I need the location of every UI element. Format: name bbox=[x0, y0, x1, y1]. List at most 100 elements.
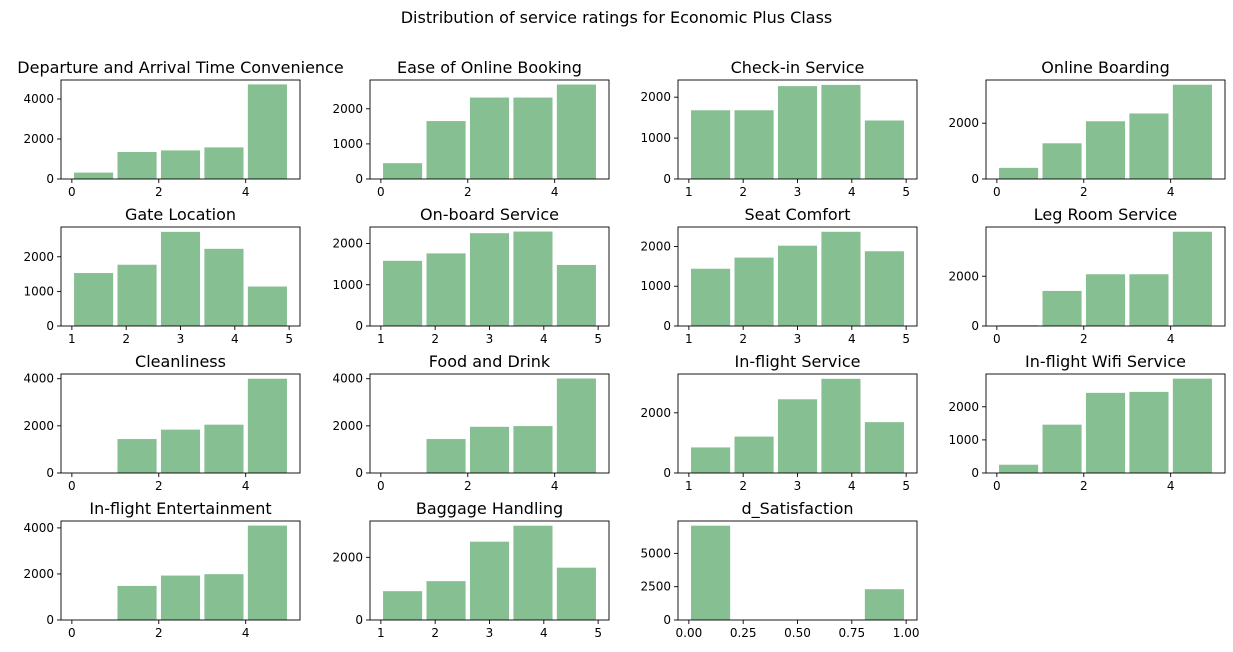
subplot-5: On-board Service 1 2 3 4 5 0 1000 2000 bbox=[332, 205, 610, 346]
x-tick-label: 2 bbox=[1080, 185, 1088, 199]
bar bbox=[556, 84, 596, 179]
bar bbox=[1085, 121, 1126, 179]
x-tick-label: 4 bbox=[1167, 479, 1175, 493]
axes-frame bbox=[60, 79, 301, 180]
x-tick-label: 0.50 bbox=[784, 626, 811, 640]
bar bbox=[74, 273, 114, 326]
bar bbox=[777, 245, 818, 326]
bar bbox=[513, 525, 553, 620]
bar bbox=[821, 378, 861, 473]
x-tick-label: 4 bbox=[242, 479, 250, 493]
x-tick-label: 1 bbox=[377, 332, 385, 346]
x-tick-label: 0 bbox=[377, 479, 385, 493]
subplot-title: d_Satisfaction bbox=[741, 499, 853, 519]
subplot-title: Departure and Arrival Time Convenience bbox=[17, 58, 343, 77]
y-tick-label: 4000 bbox=[23, 521, 54, 535]
subplot-title: Cleanliness bbox=[135, 352, 226, 371]
y-tick-label: 2500 bbox=[640, 580, 671, 594]
subplot-title: Food and Drink bbox=[429, 352, 551, 371]
bar bbox=[556, 567, 596, 620]
bar bbox=[469, 97, 510, 179]
y-tick-label: 0 bbox=[971, 466, 979, 480]
x-tick-label: 4 bbox=[1167, 185, 1175, 199]
x-tick-label: 0.25 bbox=[730, 626, 757, 640]
y-tick-label: 4000 bbox=[23, 372, 54, 386]
x-tick-label: 2 bbox=[739, 332, 747, 346]
subplot-0: Departure and Arrival Time Convenience 0 2… bbox=[17, 58, 343, 199]
y-tick-label: 1000 bbox=[640, 279, 671, 293]
bar bbox=[426, 581, 466, 620]
y-tick-label: 0 bbox=[663, 613, 671, 627]
x-tick-label: 5 bbox=[902, 332, 910, 346]
bar bbox=[383, 260, 423, 326]
x-tick-label: 0 bbox=[377, 185, 385, 199]
bar bbox=[1085, 392, 1126, 473]
subplot-1: Ease of Online Booking 0 2 4 0 1000 2000 bbox=[332, 58, 610, 199]
subplot-13: Baggage Handling 1 2 3 4 5 0 2000 bbox=[332, 499, 610, 640]
x-tick-label: 4 bbox=[551, 479, 559, 493]
bar bbox=[74, 172, 114, 179]
bar bbox=[734, 110, 774, 179]
bar bbox=[117, 264, 157, 326]
y-tick-label: 0 bbox=[355, 319, 363, 333]
x-tick-label: 4 bbox=[1167, 332, 1175, 346]
axes-frame bbox=[369, 79, 610, 180]
x-tick-label: 0 bbox=[68, 626, 76, 640]
bar bbox=[556, 264, 596, 326]
bar bbox=[1172, 378, 1212, 473]
axes-frame bbox=[60, 520, 301, 621]
y-tick-label: 4000 bbox=[332, 372, 363, 386]
y-tick-label: 1000 bbox=[640, 131, 671, 145]
axes-frame bbox=[369, 373, 610, 474]
x-tick-label: 4 bbox=[848, 332, 856, 346]
x-tick-label: 0 bbox=[68, 185, 76, 199]
bar bbox=[383, 163, 423, 179]
x-tick-label: 1 bbox=[377, 626, 385, 640]
x-tick-label: 4 bbox=[540, 626, 548, 640]
subplot-3: Online Boarding 0 2 4 0 2000 bbox=[948, 58, 1226, 199]
x-tick-label: 1.00 bbox=[893, 626, 920, 640]
x-tick-label: 0.00 bbox=[676, 626, 703, 640]
axes-frame bbox=[985, 373, 1226, 474]
y-tick-label: 4000 bbox=[23, 92, 54, 106]
x-tick-label: 2 bbox=[155, 185, 163, 199]
subplot-title: In-flight Wifi Service bbox=[1025, 352, 1186, 371]
subplot-title: On-board Service bbox=[420, 205, 559, 224]
bar bbox=[734, 257, 774, 326]
bar bbox=[117, 152, 157, 179]
x-tick-label: 3 bbox=[177, 332, 185, 346]
x-tick-label: 0 bbox=[68, 479, 76, 493]
x-tick-label: 5 bbox=[594, 332, 602, 346]
bar bbox=[1129, 113, 1169, 179]
subplot-title: Seat Comfort bbox=[745, 205, 851, 224]
x-tick-label: 3 bbox=[794, 332, 802, 346]
bar bbox=[821, 84, 861, 179]
axes-frame bbox=[985, 79, 1226, 180]
subplot-title: In-flight Entertainment bbox=[89, 499, 271, 518]
bar bbox=[160, 429, 201, 473]
x-tick-label: 4 bbox=[540, 332, 548, 346]
x-tick-label: 0 bbox=[993, 479, 1001, 493]
bar bbox=[247, 525, 287, 620]
x-tick-label: 5 bbox=[902, 185, 910, 199]
y-tick-label: 2000 bbox=[332, 419, 363, 433]
bar bbox=[777, 86, 818, 179]
y-tick-label: 0 bbox=[355, 466, 363, 480]
figure-title: Distribution of service ratings for Econ… bbox=[400, 8, 833, 27]
y-tick-label: 1000 bbox=[332, 278, 363, 292]
x-tick-label: 1 bbox=[685, 185, 693, 199]
bar bbox=[204, 574, 244, 620]
x-tick-label: 2 bbox=[464, 479, 472, 493]
y-tick-label: 2000 bbox=[332, 237, 363, 251]
x-tick-label: 5 bbox=[902, 479, 910, 493]
bar bbox=[426, 253, 466, 326]
x-tick-label: 2 bbox=[739, 479, 747, 493]
subplot-title: Check-in Service bbox=[731, 58, 865, 77]
y-tick-label: 2000 bbox=[640, 239, 671, 253]
x-tick-label: 2 bbox=[1080, 332, 1088, 346]
y-tick-label: 1000 bbox=[23, 284, 54, 298]
bar bbox=[513, 426, 553, 473]
y-tick-label: 5000 bbox=[640, 546, 671, 560]
subplot-10: In-flight Service 1 2 3 4 5 0 2000 bbox=[640, 352, 918, 493]
x-tick-label: 1 bbox=[685, 332, 693, 346]
